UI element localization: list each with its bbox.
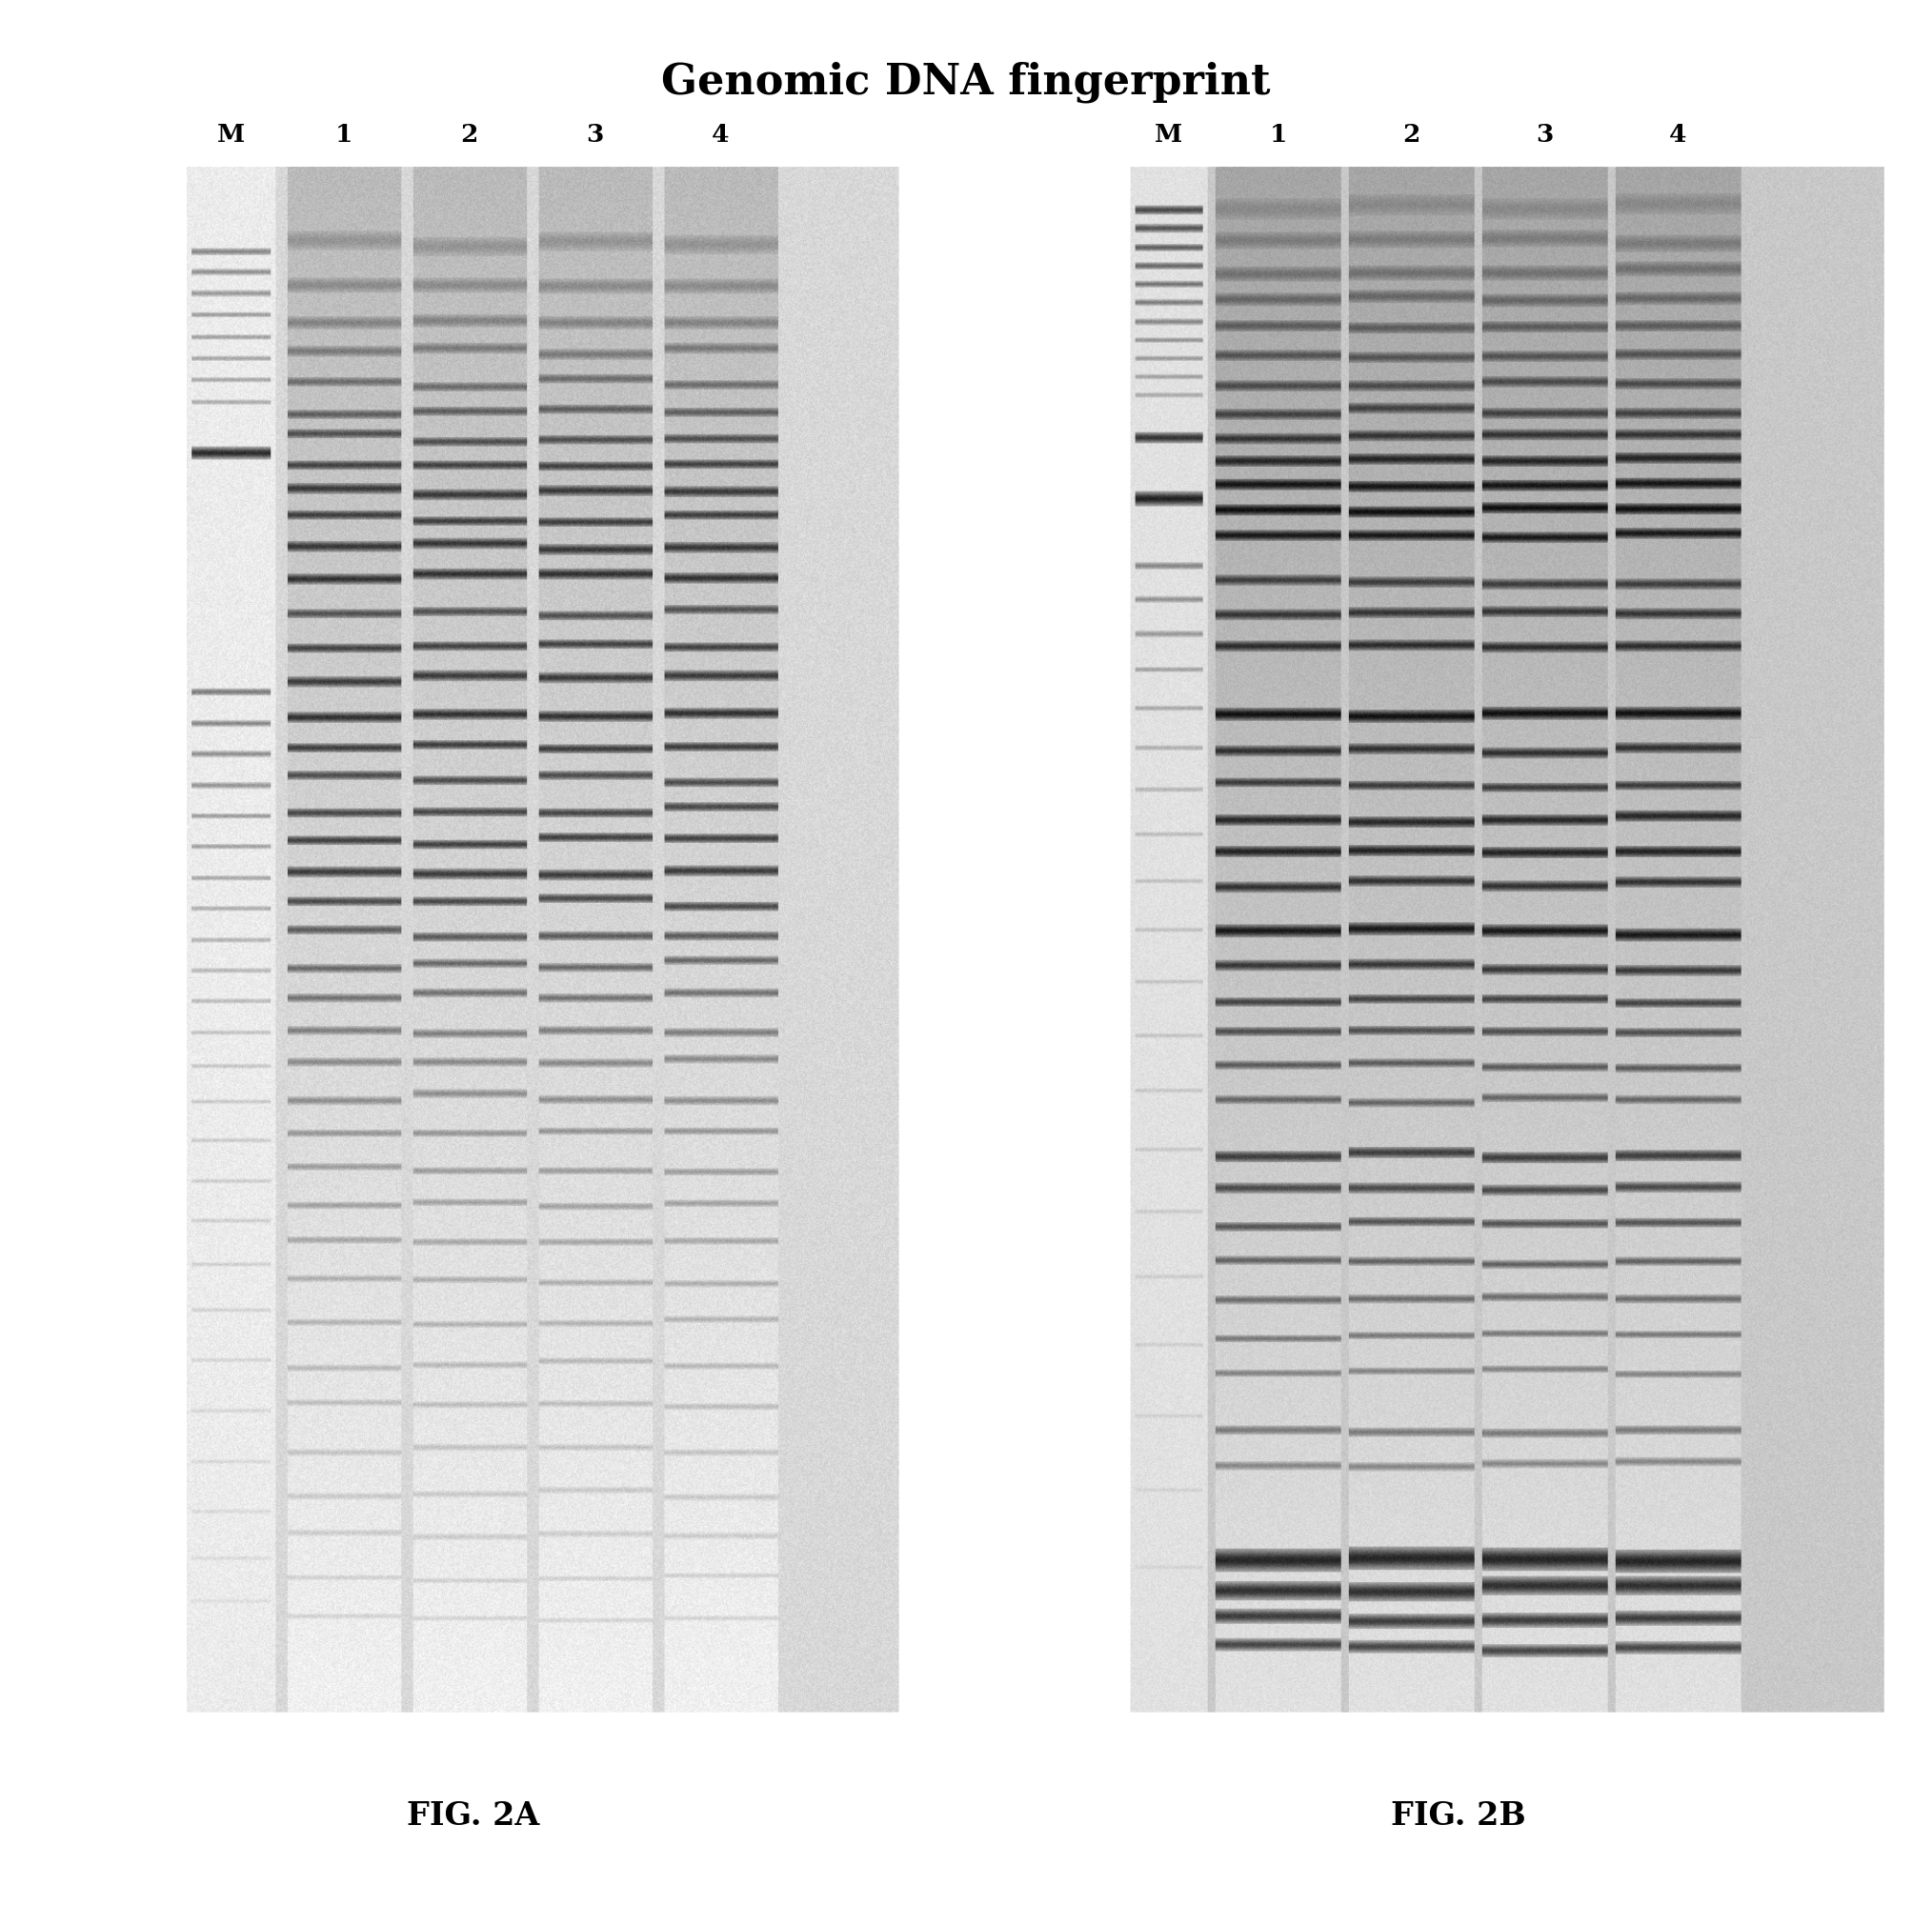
Text: FIG. 2A: FIG. 2A: [408, 1800, 539, 1831]
Text: 2: 2: [1403, 123, 1420, 146]
Text: 4: 4: [711, 123, 728, 146]
Text: Genomic DNA fingerprint: Genomic DNA fingerprint: [661, 62, 1271, 104]
Text: M: M: [1155, 123, 1182, 146]
Text: 3: 3: [1536, 123, 1553, 146]
Text: 1: 1: [1269, 123, 1287, 146]
Text: M: M: [216, 123, 245, 146]
Text: 2: 2: [460, 123, 477, 146]
Text: 1: 1: [334, 123, 352, 146]
Text: 4: 4: [1669, 123, 1687, 146]
Text: FIG. 2B: FIG. 2B: [1391, 1800, 1526, 1831]
Text: 3: 3: [585, 123, 603, 146]
